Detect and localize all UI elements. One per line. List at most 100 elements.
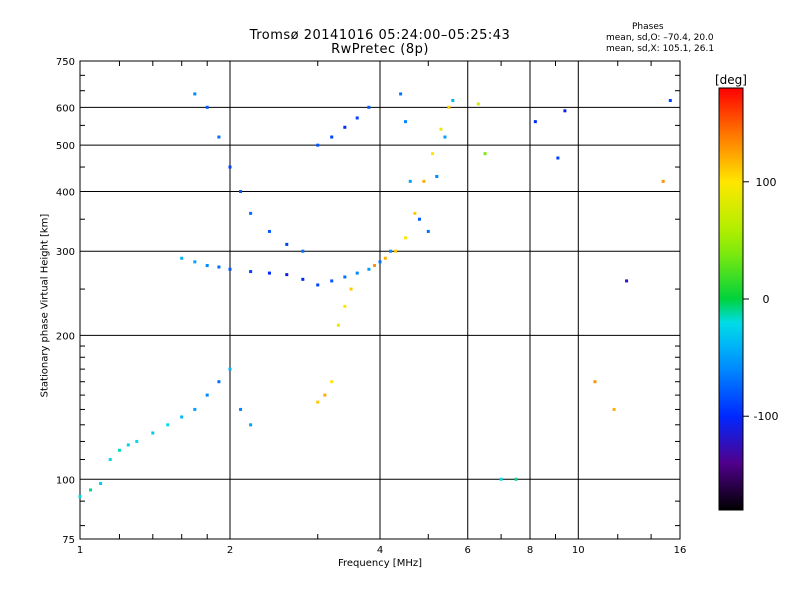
data-point	[447, 105, 451, 109]
data-point	[301, 249, 305, 253]
data-point	[205, 393, 209, 397]
data-point	[78, 495, 82, 499]
data-point	[217, 265, 221, 269]
data-point	[612, 407, 616, 411]
x-tick-label: 16	[674, 545, 687, 556]
x-tick-label: 2	[227, 545, 233, 556]
data-point	[668, 99, 672, 103]
data-point	[443, 135, 447, 139]
data-point	[180, 415, 184, 419]
data-point	[435, 174, 439, 178]
data-point	[336, 323, 340, 327]
data-point	[108, 457, 112, 461]
data-point	[439, 127, 443, 131]
data-point	[193, 260, 197, 264]
data-point	[135, 439, 139, 443]
data-point	[343, 275, 347, 279]
data-point	[483, 152, 487, 156]
data-point	[193, 92, 197, 96]
data-point	[239, 189, 243, 193]
y-axis-label: Stationary phase Virtual Height [km]	[39, 213, 51, 398]
data-point	[316, 283, 320, 287]
data-point	[403, 120, 407, 124]
data-point	[249, 211, 253, 215]
data-point	[593, 380, 597, 384]
y-tick-label: 400	[56, 187, 75, 198]
data-point	[476, 102, 480, 106]
data-point	[117, 448, 121, 452]
data-point	[378, 260, 382, 264]
y-tick-label: 200	[56, 331, 75, 342]
data-point	[422, 179, 426, 183]
y-tick-label: 500	[56, 141, 75, 152]
data-point	[285, 242, 289, 246]
data-point	[355, 116, 359, 120]
data-point	[151, 431, 155, 435]
data-point	[343, 304, 347, 308]
phase-stats-o: mean, sd,O: –70.4, 20.0	[606, 33, 714, 43]
data-point	[323, 393, 327, 397]
x-axis-label: Frequency [MHz]	[337, 558, 423, 569]
colorbar-tick-label: -100	[754, 410, 779, 423]
data-point	[330, 279, 334, 283]
data-point	[217, 135, 221, 139]
x-tick-label: 6	[465, 545, 471, 556]
data-point	[267, 271, 271, 275]
data-point	[563, 109, 567, 113]
colorbar-label: [deg]	[715, 73, 747, 87]
data-point	[389, 249, 393, 253]
data-point	[249, 423, 253, 427]
data-point	[330, 380, 334, 384]
data-point	[193, 407, 197, 411]
data-point	[367, 267, 371, 271]
data-point	[499, 477, 503, 481]
data-point	[349, 287, 353, 291]
data-point	[533, 120, 537, 124]
chart-subtitle: RwPretec (8p)	[331, 42, 429, 57]
data-point	[343, 125, 347, 129]
data-point	[316, 400, 320, 404]
x-tick-label: 4	[377, 545, 383, 556]
data-point	[267, 229, 271, 233]
data-point	[228, 367, 232, 371]
phases-heading: Phases	[632, 22, 664, 32]
data-point	[355, 271, 359, 275]
data-point	[249, 270, 253, 274]
data-point	[403, 236, 407, 240]
colorbar	[718, 87, 744, 511]
y-tick-label: 300	[56, 247, 75, 258]
data-point	[180, 256, 184, 260]
phase-stats-x: mean, sd,X: 105.1, 26.1	[606, 44, 715, 54]
data-point	[394, 249, 398, 253]
data-point	[399, 92, 403, 96]
data-point	[89, 488, 93, 492]
y-tick-label: 600	[56, 103, 75, 114]
data-point	[431, 152, 435, 156]
data-point	[408, 179, 412, 183]
x-tick-label: 10	[572, 545, 585, 556]
data-point	[228, 267, 232, 271]
data-point	[383, 256, 387, 260]
data-point	[625, 279, 629, 283]
data-point	[330, 135, 334, 139]
data-point	[426, 229, 430, 233]
y-tick-label: 100	[56, 475, 75, 486]
data-point	[661, 179, 665, 183]
colorbar-tick-label: 0	[763, 293, 770, 306]
data-point	[514, 477, 518, 481]
data-point	[228, 165, 232, 169]
colorbar-tick-label: 100	[756, 176, 777, 189]
y-tick-label: 75	[62, 535, 75, 546]
data-point	[417, 217, 421, 221]
data-point	[217, 380, 221, 384]
data-point	[373, 264, 377, 268]
data-point	[301, 277, 305, 281]
data-point	[126, 443, 130, 447]
x-tick-label: 1	[77, 545, 83, 556]
chart-title: Tromsø 20141016 05:24:00–05:25:43	[249, 28, 511, 43]
data-point	[413, 211, 417, 215]
x-tick-label: 8	[527, 545, 533, 556]
y-tick-label: 750	[56, 57, 75, 68]
data-point	[239, 407, 243, 411]
